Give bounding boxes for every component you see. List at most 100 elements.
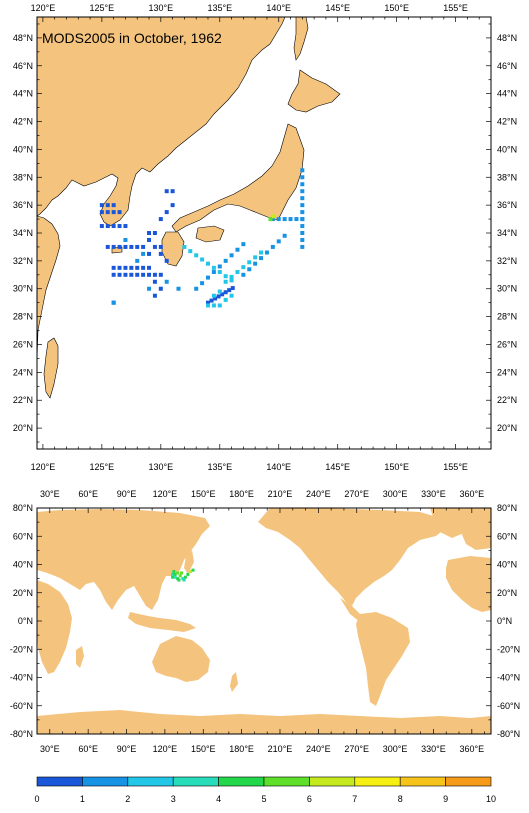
observation-cell (111, 210, 116, 215)
asia-mainland (37, 17, 286, 227)
observation-cell (170, 189, 175, 194)
hokkaido (287, 69, 341, 113)
lon-label: 130°E (149, 462, 174, 472)
global-observation-cell (183, 575, 187, 579)
observation-cell (268, 217, 273, 222)
observation-cell (164, 210, 169, 215)
observation-cell (170, 203, 175, 208)
lat-label: 40°N (13, 560, 33, 570)
top-map-lon-labels-bottom: 120°E 125°E 130°E 135°E 140°E 145°E 150°E 155°E (31, 462, 468, 472)
observation-cell (217, 270, 222, 275)
lat-label: 32°N (497, 256, 517, 266)
colorbar-swatch (354, 776, 401, 787)
observation-cell (259, 250, 264, 255)
colorbar-swatch (82, 776, 129, 787)
colorbar-label: 4 (216, 794, 221, 804)
observation-cell (217, 303, 222, 308)
colorbar-label: 5 (261, 794, 266, 804)
lon-label: 300°E (383, 744, 408, 754)
observation-cell (253, 261, 258, 266)
lat-label: 30°N (13, 284, 33, 294)
map-title: MODS2005 in October, 1962 (42, 30, 222, 46)
colorbar-swatch (172, 776, 219, 787)
observation-cell (276, 217, 281, 222)
global-observation-cell (177, 578, 181, 582)
lon-label: 130°E (149, 3, 174, 13)
observation-cell (294, 217, 299, 222)
lat-label: -40°N (497, 673, 520, 683)
colorbar-swatch (36, 776, 83, 787)
observation-cell (200, 257, 205, 262)
antarctica (37, 710, 491, 734)
lat-label: 48°N (497, 33, 517, 43)
global-observation-cell (176, 571, 180, 575)
landmasses (37, 17, 341, 399)
lat-label: 60°N (497, 531, 517, 541)
observation-cell (182, 244, 187, 249)
lon-label: 60°E (78, 744, 98, 754)
africa (37, 580, 72, 674)
global-observation-cell (186, 572, 190, 576)
lon-label: 270°E (344, 744, 369, 754)
global-map-lon-labels-bottom: 30°E 60°E 90°E 120°E 150°E 180°E 210°E 240°E 270… (40, 744, 484, 754)
top-map-lon-labels-top: 120°E 125°E 130°E 135°E 140°E 145°E 150°E 155°E (31, 3, 468, 13)
observation-cell (152, 293, 157, 298)
observation-cell (147, 237, 152, 242)
china-coast (37, 215, 61, 361)
observation-cell (272, 214, 277, 219)
global-observation-cell (188, 570, 192, 574)
observation-cell (152, 272, 157, 277)
lat-label: -80°N (10, 729, 33, 739)
colorbar-swatch (263, 776, 310, 787)
lat-label: 80°N (13, 503, 33, 513)
colorbar-swatch (309, 776, 356, 787)
observation-cell (223, 279, 228, 284)
lat-label: 46°N (497, 61, 517, 71)
observation-cell (300, 231, 305, 235)
lat-label: 34°N (13, 228, 33, 238)
observation-cell (216, 294, 221, 299)
lon-label: 135°E (207, 3, 232, 13)
observation-cell (105, 224, 110, 229)
lat-label: 20°N (13, 423, 33, 433)
observation-cell (276, 239, 281, 244)
observation-cell (147, 251, 152, 256)
lon-label: 180°E (229, 489, 254, 499)
observation-cell (164, 189, 169, 194)
observation-cell (282, 233, 287, 238)
lon-label: 180°E (229, 744, 254, 754)
observation-cell (220, 292, 225, 297)
observation-cell (129, 272, 134, 277)
observation-cell (223, 297, 228, 302)
lat-label: -60°N (10, 701, 33, 711)
shikoku (195, 225, 225, 243)
lat-label: 36°N (497, 200, 517, 210)
colorbar-label: 10 (486, 794, 496, 804)
observation-cell (227, 288, 232, 293)
lat-label: 42°N (497, 117, 517, 127)
south-america (356, 612, 410, 706)
lat-label: 28°N (497, 312, 517, 322)
observation-cell (111, 300, 116, 305)
lat-label: 40°N (13, 144, 33, 154)
global-map-lon-labels-top: 30°E 60°E 90°E 120°E 150°E 180°E 210°E 240°E 270… (40, 489, 484, 499)
africa-east-edge (446, 556, 491, 612)
global-observation-cell (191, 568, 195, 572)
observation-cell (111, 244, 116, 249)
observation-cell (141, 244, 146, 249)
lon-label: 125°E (90, 462, 115, 472)
observation-cell (194, 253, 199, 258)
observation-cell (135, 244, 140, 249)
observation-cell (205, 275, 210, 280)
observation-cell (300, 210, 305, 215)
observation-cell (211, 265, 216, 270)
regional-map-japan: MODS2005 in October, 1962 120°E 125°E 130°… (13, 3, 517, 472)
global-landmasses (37, 508, 491, 734)
lon-label: 150°E (384, 3, 409, 13)
observation-cell (123, 244, 128, 249)
lon-label: 155°E (443, 462, 468, 472)
observation-cell (300, 168, 305, 173)
observation-cell (223, 290, 228, 295)
observation-cell (158, 251, 163, 256)
